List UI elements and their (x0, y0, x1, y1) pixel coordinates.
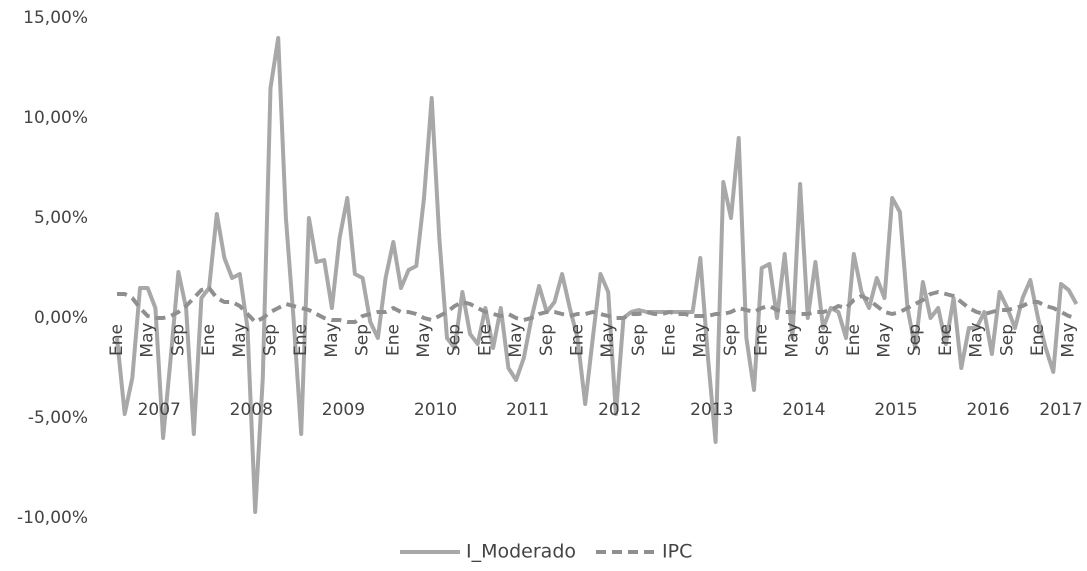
x-tick-label: May (782, 322, 802, 357)
x-tick-label: Ene (291, 324, 311, 356)
x-tick-label: Ene (107, 324, 127, 356)
x-tick-label: Sep (721, 324, 741, 356)
x-tick-label: Ene (199, 324, 219, 356)
y-tick-label: 10,00% (23, 108, 88, 128)
year-label: 2013 (690, 400, 733, 420)
x-tick-label: Sep (445, 324, 465, 356)
x-tick-label: May (967, 322, 987, 357)
x-tick-label: Sep (905, 324, 925, 356)
x-tick-label: Ene (1028, 324, 1048, 356)
x-tick-label: May (1059, 322, 1079, 357)
year-label: 2010 (414, 400, 457, 420)
year-label: 2007 (138, 400, 181, 420)
x-tick-label: Sep (813, 324, 833, 356)
x-tick-label: Ene (752, 324, 772, 356)
x-tick-label: May (506, 322, 526, 357)
data-line (115, 36, 1079, 514)
year-label: 2017 (1039, 400, 1082, 420)
year-label: 2009 (322, 400, 365, 420)
x-tick-label: Sep (537, 324, 557, 356)
x-tick-label: Sep (168, 324, 188, 356)
data-line (117, 286, 1077, 324)
x-tick-label: May (875, 322, 895, 357)
x-tick-label: May (598, 322, 618, 357)
y-tick-label: 5,00% (34, 208, 88, 228)
x-tick-label: Ene (844, 324, 864, 356)
y-tick-label: -10,00% (17, 508, 88, 528)
year-label: 2008 (230, 400, 273, 420)
x-tick-label: Ene (568, 324, 588, 356)
x-tick-label: Ene (936, 324, 956, 356)
x-tick-label: May (690, 322, 710, 357)
x-tick-label: Ene (660, 324, 680, 356)
legend-label: IPC (662, 541, 692, 563)
x-tick-label: Sep (353, 324, 373, 356)
x-tick-label: Sep (261, 324, 281, 356)
x-tick-label: May (230, 322, 250, 357)
x-tick-label: May (138, 322, 158, 357)
x-tick-label: Sep (997, 324, 1017, 356)
y-tick-label: -5,00% (28, 408, 88, 428)
year-label: 2011 (506, 400, 549, 420)
year-label: 2014 (782, 400, 825, 420)
x-tick-label: Sep (629, 324, 649, 356)
year-label: 2016 (966, 400, 1009, 420)
year-label: 2015 (874, 400, 917, 420)
year-label: 2012 (598, 400, 641, 420)
y-tick-label: 15,00% (23, 8, 88, 28)
x-tick-label: May (322, 322, 342, 357)
legend-label: I_Moderado (466, 541, 576, 563)
x-tick-label: May (414, 322, 434, 357)
x-tick-label: Ene (475, 324, 495, 356)
y-tick-label: 0,00% (34, 308, 88, 328)
x-tick-label: Ene (383, 324, 403, 356)
